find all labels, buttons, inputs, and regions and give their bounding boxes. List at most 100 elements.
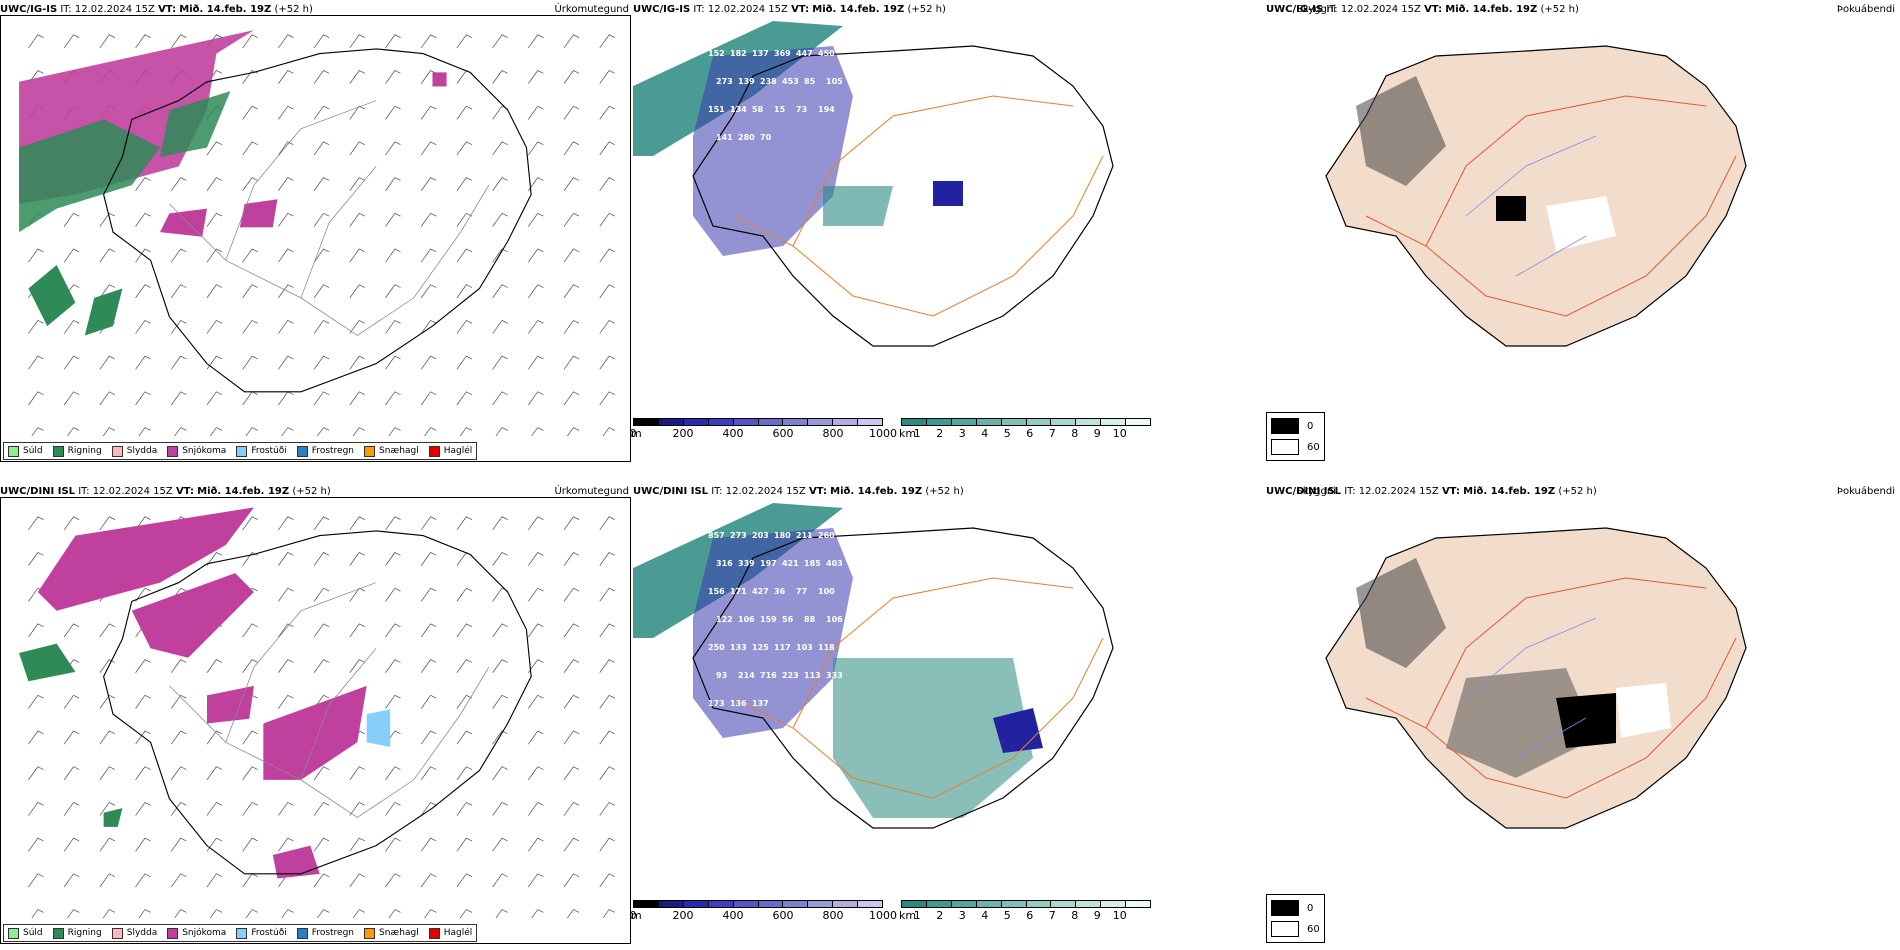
wind-barb [456, 355, 473, 370]
colorbar-segment [1075, 900, 1101, 908]
visibility-value-label: 223 [782, 671, 799, 680]
wind-barb [99, 730, 116, 745]
wind-barb [313, 873, 330, 888]
wind-barb [242, 141, 258, 156]
iceland-visibility-map: 857 273 203 180 211 260 316 339 197 421 185 403 156 1… [633, 503, 1114, 829]
wind-barb [170, 248, 187, 263]
wind-barb [492, 177, 508, 191]
legend-label: Haglél [443, 928, 473, 938]
wind-barb [420, 766, 437, 781]
wind-barb [456, 730, 473, 745]
visibility-value-label: 156 [708, 587, 725, 596]
wind-barb [456, 212, 473, 227]
wind-barb [206, 141, 223, 156]
wind-barb [563, 873, 580, 888]
wind-barb [242, 659, 258, 673]
wind-barb [385, 391, 401, 406]
visibility-value-label: 36 [774, 587, 786, 596]
rivers [1465, 135, 1597, 277]
wind-barb [420, 516, 437, 531]
wind-barb [492, 801, 508, 816]
legend-swatch [8, 927, 19, 939]
ptype-panel-top: UWC/IG-IS IT: 12.02.2024 15Z VT: Mið. 14… [0, 0, 633, 468]
wind-barb [528, 284, 544, 299]
rivers [1465, 617, 1597, 759]
wind-barb [563, 516, 580, 531]
wind-barb [420, 105, 437, 120]
wind-barb [599, 552, 615, 566]
wind-barb [206, 212, 223, 227]
wind-barb [135, 34, 151, 49]
colorbar-segment [925, 418, 951, 426]
wind-barb [599, 34, 615, 49]
wind-barb [28, 516, 44, 531]
white-area [1616, 683, 1671, 738]
wind-barb [528, 391, 544, 406]
iceland-visibility-map: 152 182 137 369 447 450 273 139 238 453 85 105 151 13… [633, 21, 1114, 347]
wind-barb [28, 766, 44, 781]
wind-barb [278, 355, 294, 370]
wind-barb [170, 801, 187, 816]
wind-barb [528, 694, 544, 709]
wind-barb [599, 766, 615, 781]
colorbar-tick: 8 [1071, 427, 1079, 440]
wind-barb [563, 70, 580, 84]
wind-barb [385, 248, 401, 263]
fog-area [1356, 76, 1446, 186]
wind-barb [420, 623, 437, 638]
colorbar-tick: 10 [1112, 427, 1127, 440]
wind-barb [313, 177, 330, 191]
wind-barb [242, 319, 258, 334]
visibility-value-label: 194 [818, 105, 835, 114]
wind-barb [313, 766, 330, 781]
wind-barb [313, 319, 330, 334]
wind-barb [420, 587, 437, 602]
wind-barb [102, 909, 116, 918]
wind-barb [278, 105, 294, 120]
rain-area [28, 264, 76, 327]
wind-barb [388, 427, 401, 436]
wind-barb [352, 909, 365, 918]
visibility-value-label: 171 [730, 587, 747, 596]
iceland-ptype-map [19, 507, 615, 918]
wind-barb [135, 284, 151, 299]
colorbar-segment [807, 900, 833, 908]
rain-area [103, 808, 123, 827]
wind-barb [492, 873, 508, 888]
ptype-panel-bottom: UWC/DINI ISL IT: 12.02.2024 15Z VT: Mið.… [0, 482, 633, 950]
fog-legend-row: 60 [1271, 439, 1320, 455]
wind-barb [99, 516, 116, 531]
rain-area [159, 91, 231, 157]
wind-barb [420, 659, 437, 673]
wind-barb [242, 355, 258, 370]
wind-barb [138, 427, 151, 436]
wind-barb [135, 212, 151, 227]
wind-barb [313, 552, 330, 566]
colorbar-tick: 200 [672, 427, 694, 440]
colorbar-tick: 4 [981, 427, 989, 440]
wind-barb [99, 248, 116, 263]
wind-barb [492, 766, 508, 781]
wind-barb [349, 623, 365, 638]
frost-drizzle-area [366, 709, 391, 747]
colorbar-segment [950, 418, 976, 426]
colorbar-tick: 6 [1026, 427, 1034, 440]
ptype-title: Úrkomutegund [554, 486, 629, 497]
rain-area [19, 643, 76, 682]
panel-header: UWC/DINI ISL IT: 12.02.2024 15Z VT: Mið.… [1266, 486, 1597, 497]
wind-barb [313, 212, 330, 227]
wind-barb [316, 427, 330, 436]
wind-barb [28, 391, 44, 406]
wind-barb [278, 659, 294, 673]
visibility-value-label: 137 [752, 699, 769, 708]
wind-barb [385, 766, 401, 781]
wind-barb [420, 552, 437, 566]
fog-legend-label: 0 [1307, 420, 1314, 432]
wind-barb [102, 427, 116, 436]
wind-barb [492, 248, 508, 263]
visibility-title: Skyggni [1296, 486, 1336, 497]
wind-barb [174, 909, 187, 918]
legend-swatch [52, 927, 64, 939]
wind-barb [349, 587, 365, 602]
legend-label: Snjókoma [182, 928, 227, 938]
